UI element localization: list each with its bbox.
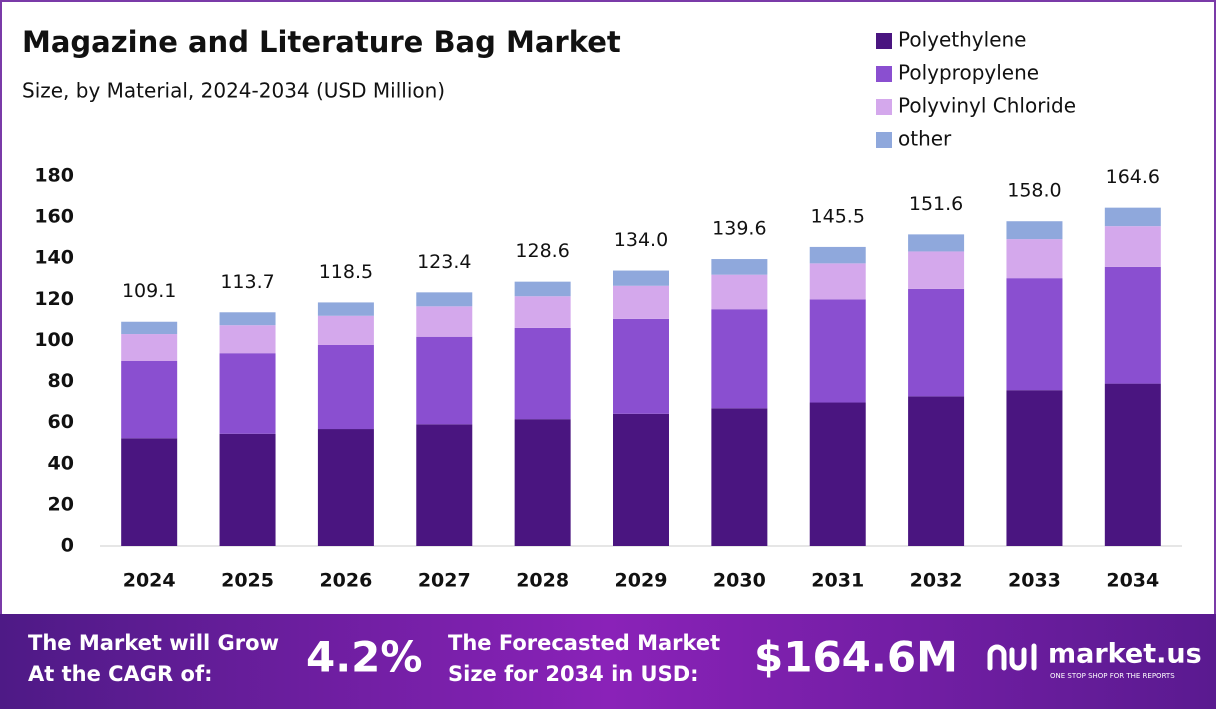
- bar-segment: [317, 344, 374, 430]
- forecast-value: $164.6M: [754, 633, 958, 682]
- total-label: 151.6: [909, 193, 963, 215]
- bar-segment: [1006, 278, 1063, 391]
- bar-segment: [711, 309, 768, 409]
- bar-segment: [121, 334, 178, 361]
- bar-segment: [416, 336, 473, 425]
- banner-text: The Forecasted Market: [448, 631, 720, 655]
- bar-segment: [809, 263, 866, 300]
- bar-segment: [1104, 383, 1161, 546]
- bar-segment: [514, 296, 571, 328]
- bar-segment: [514, 419, 571, 546]
- y-tick-label: 0: [61, 535, 74, 557]
- brand: market.us: [1048, 639, 1202, 670]
- bar-segment: [219, 312, 276, 326]
- bar-segment: [121, 438, 178, 546]
- y-tick-label: 20: [48, 493, 74, 515]
- banner-text: Size for 2034 in USD:: [448, 662, 699, 686]
- bar-segment: [121, 321, 178, 335]
- x-tick-label: 2030: [713, 570, 766, 592]
- total-label: 158.0: [1007, 180, 1061, 202]
- bar-segment: [514, 281, 571, 297]
- bar-segment: [711, 259, 768, 275]
- bar-segment: [1006, 390, 1063, 546]
- bar-segment: [908, 251, 965, 289]
- bar-segment: [121, 361, 178, 439]
- chart-subtitle: Size, by Material, 2024-2034 (USD Millio…: [22, 79, 445, 103]
- total-label: 128.6: [515, 240, 569, 262]
- y-tick-label: 60: [48, 411, 74, 433]
- bar-segment: [711, 274, 768, 310]
- bar-segment: [1006, 239, 1063, 279]
- bar-segment: [908, 396, 965, 546]
- x-tick-label: 2031: [811, 570, 864, 592]
- bar-segment: [416, 306, 473, 337]
- bar-segment: [514, 327, 571, 420]
- total-label: 164.6: [1106, 166, 1160, 188]
- bar-segment: [809, 402, 866, 546]
- bar-segment: [1104, 207, 1161, 227]
- y-tick-label: 180: [34, 165, 74, 187]
- total-label: 145.5: [811, 205, 865, 227]
- bar-segment: [908, 288, 965, 397]
- bar-segment: [908, 234, 965, 252]
- bar-segment: [1006, 221, 1063, 240]
- legend-label: Polyvinyl Chloride: [898, 94, 1076, 118]
- y-tick-label: 100: [34, 329, 74, 351]
- bar-segment: [317, 315, 374, 345]
- legend-swatch: [876, 132, 892, 148]
- x-tick-label: 2028: [516, 570, 569, 592]
- bar-segment: [416, 292, 473, 307]
- chart-title: Magazine and Literature Bag Market: [22, 25, 621, 59]
- x-tick-label: 2027: [418, 570, 471, 592]
- total-label: 134.0: [614, 229, 668, 251]
- y-tick-label: 80: [48, 370, 74, 392]
- bar-segment: [219, 433, 276, 546]
- legend-label: Polypropylene: [898, 61, 1039, 85]
- legend-swatch: [876, 99, 892, 115]
- legend-swatch: [876, 66, 892, 82]
- banner-text: The Market will Grow: [28, 631, 279, 655]
- bar-segment: [219, 325, 276, 354]
- legend-label: Polyethylene: [898, 28, 1026, 52]
- x-tick-label: 2025: [221, 570, 274, 592]
- total-label: 109.1: [122, 280, 176, 302]
- bar-segment: [317, 302, 374, 316]
- bar-segment: [317, 429, 374, 546]
- bar-segment: [219, 353, 276, 434]
- logo: [987, 643, 1037, 671]
- cagr-value: 4.2%: [306, 633, 422, 682]
- x-tick-label: 2029: [615, 570, 668, 592]
- bar-segment: [809, 246, 866, 264]
- x-tick-label: 2024: [123, 570, 176, 592]
- y-tick-label: 140: [34, 247, 74, 269]
- y-tick-label: 40: [48, 452, 74, 474]
- bar-segment: [711, 408, 768, 546]
- total-label: 139.6: [712, 218, 766, 240]
- bar-segment: [613, 285, 669, 319]
- x-tick-label: 2034: [1106, 570, 1159, 592]
- bar-segment: [613, 413, 669, 546]
- bar-segment: [613, 318, 669, 414]
- total-label: 123.4: [417, 251, 471, 273]
- tagline: ONE STOP SHOP FOR THE REPORTS: [1050, 672, 1175, 680]
- total-label: 118.5: [319, 261, 373, 283]
- bar-segment: [613, 270, 669, 286]
- y-tick-label: 160: [34, 206, 74, 228]
- y-tick-label: 120: [34, 288, 74, 310]
- bar-segment: [1104, 266, 1161, 384]
- bar-segment: [1104, 226, 1161, 267]
- total-label: 113.7: [220, 271, 274, 293]
- bar-segment: [809, 299, 866, 403]
- x-tick-label: 2033: [1008, 570, 1061, 592]
- legend-swatch: [876, 33, 892, 49]
- legend-label: other: [898, 127, 952, 151]
- x-tick-label: 2026: [319, 570, 372, 592]
- x-tick-label: 2032: [910, 570, 963, 592]
- bar-segment: [416, 424, 473, 546]
- banner-text: At the CAGR of:: [28, 662, 213, 686]
